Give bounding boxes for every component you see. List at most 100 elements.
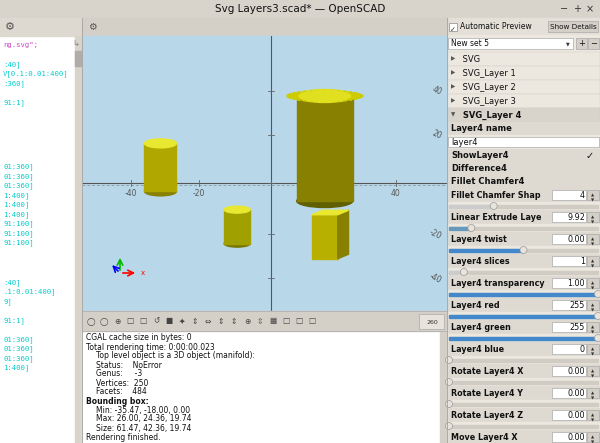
Polygon shape <box>312 210 349 215</box>
Text: Genus:     -3: Genus: -3 <box>96 369 142 378</box>
Text: ▼: ▼ <box>566 41 570 46</box>
Text: 91:1]: 91:1] <box>3 317 25 324</box>
Bar <box>449 424 598 427</box>
Bar <box>587 366 599 376</box>
Text: 255: 255 <box>569 300 585 310</box>
Text: 91:100]: 91:100] <box>3 240 34 246</box>
Text: 01:360]: 01:360] <box>3 355 34 362</box>
Text: New set 5: New set 5 <box>451 39 489 48</box>
Bar <box>449 381 598 384</box>
Bar <box>447 232 600 246</box>
Bar <box>0 18 82 36</box>
Bar <box>448 38 573 49</box>
Bar <box>447 320 600 334</box>
Bar <box>449 205 598 207</box>
Text: ▲: ▲ <box>592 194 595 198</box>
Bar <box>449 226 472 229</box>
Bar <box>447 290 600 298</box>
Text: 91:100]: 91:100] <box>3 230 34 237</box>
Bar <box>447 175 600 188</box>
Bar <box>447 94 600 108</box>
Bar <box>552 278 586 288</box>
Text: ▼: ▼ <box>592 374 595 378</box>
Text: Layer4 transparency: Layer4 transparency <box>451 279 545 288</box>
Text: 4: 4 <box>580 190 585 199</box>
Bar <box>552 410 586 420</box>
Bar <box>447 312 600 320</box>
Text: 01:360]: 01:360] <box>3 173 34 180</box>
Bar <box>447 400 600 408</box>
Text: 1.00: 1.00 <box>568 279 585 288</box>
Text: ShowLayer4: ShowLayer4 <box>451 151 509 160</box>
Bar <box>82 331 447 443</box>
Text: Linear Extrude Laye: Linear Extrude Laye <box>451 213 542 222</box>
Text: SVG_Layer 4: SVG_Layer 4 <box>460 110 521 120</box>
Text: ▼: ▼ <box>451 113 455 117</box>
Bar <box>447 52 600 66</box>
Text: SVG_Layer 1: SVG_Layer 1 <box>460 69 516 78</box>
Text: Move Layer4 X: Move Layer4 X <box>451 432 517 442</box>
Text: ▦: ▦ <box>269 316 277 326</box>
Bar <box>552 388 586 398</box>
Bar <box>449 249 598 252</box>
Bar <box>447 94 600 108</box>
Bar <box>82 36 447 311</box>
Text: ⇕: ⇕ <box>218 316 224 326</box>
Bar <box>587 256 599 266</box>
Text: □: □ <box>308 316 316 326</box>
Text: 20: 20 <box>325 189 335 198</box>
Text: 9.92: 9.92 <box>567 213 585 222</box>
Bar <box>449 403 598 405</box>
Bar <box>447 122 600 135</box>
Text: Top level object is a 3D object (manifold):: Top level object is a 3D object (manifol… <box>96 351 255 361</box>
Text: Difference4: Difference4 <box>451 164 507 173</box>
Text: 0.00: 0.00 <box>568 389 585 397</box>
Text: ▲: ▲ <box>592 392 595 396</box>
Bar <box>312 215 338 259</box>
Ellipse shape <box>445 423 452 430</box>
Text: ▼: ▼ <box>592 286 595 290</box>
Bar <box>447 356 600 364</box>
Text: 01:360]: 01:360] <box>3 336 34 343</box>
Text: 0: 0 <box>580 345 585 354</box>
Bar <box>0 0 600 18</box>
Bar <box>82 311 447 331</box>
Text: ▶: ▶ <box>451 70 455 75</box>
Polygon shape <box>224 210 250 244</box>
Bar <box>82 18 447 36</box>
Ellipse shape <box>224 206 250 213</box>
Bar <box>448 137 599 147</box>
Ellipse shape <box>460 268 467 276</box>
Text: SVG_Layer 3: SVG_Layer 3 <box>460 97 516 105</box>
Text: ▶: ▶ <box>451 98 455 104</box>
Bar <box>447 276 600 290</box>
Bar <box>587 388 599 398</box>
Text: 260: 260 <box>426 319 438 325</box>
Text: ▲: ▲ <box>592 281 595 285</box>
Ellipse shape <box>445 357 452 364</box>
Text: □: □ <box>295 316 302 326</box>
Bar <box>576 38 587 49</box>
Text: ⇔: ⇔ <box>205 316 211 326</box>
Ellipse shape <box>145 139 176 148</box>
Bar <box>449 292 598 295</box>
Text: Rotate Layer4 Y: Rotate Layer4 Y <box>451 389 523 397</box>
Text: ↺: ↺ <box>153 316 159 326</box>
Bar <box>447 378 600 386</box>
Ellipse shape <box>490 202 497 210</box>
Bar <box>447 364 600 378</box>
Bar <box>447 162 600 175</box>
Text: 0.00: 0.00 <box>568 234 585 244</box>
Text: ▼: ▼ <box>592 220 595 224</box>
Bar <box>447 188 600 202</box>
Bar <box>552 256 586 266</box>
Text: ▼: ▼ <box>592 330 595 334</box>
Text: ⚙: ⚙ <box>5 22 15 32</box>
Text: 1:400]: 1:400] <box>3 192 29 199</box>
Text: ⇕: ⇕ <box>192 316 198 326</box>
Text: :40]: :40] <box>3 61 20 68</box>
Text: Max: 26.00, 24.36, 19.74: Max: 26.00, 24.36, 19.74 <box>96 415 191 424</box>
Bar <box>552 300 586 310</box>
Text: Svg Layers3.scad* — OpenSCAD: Svg Layers3.scad* — OpenSCAD <box>215 4 385 14</box>
Text: 20: 20 <box>430 129 443 141</box>
